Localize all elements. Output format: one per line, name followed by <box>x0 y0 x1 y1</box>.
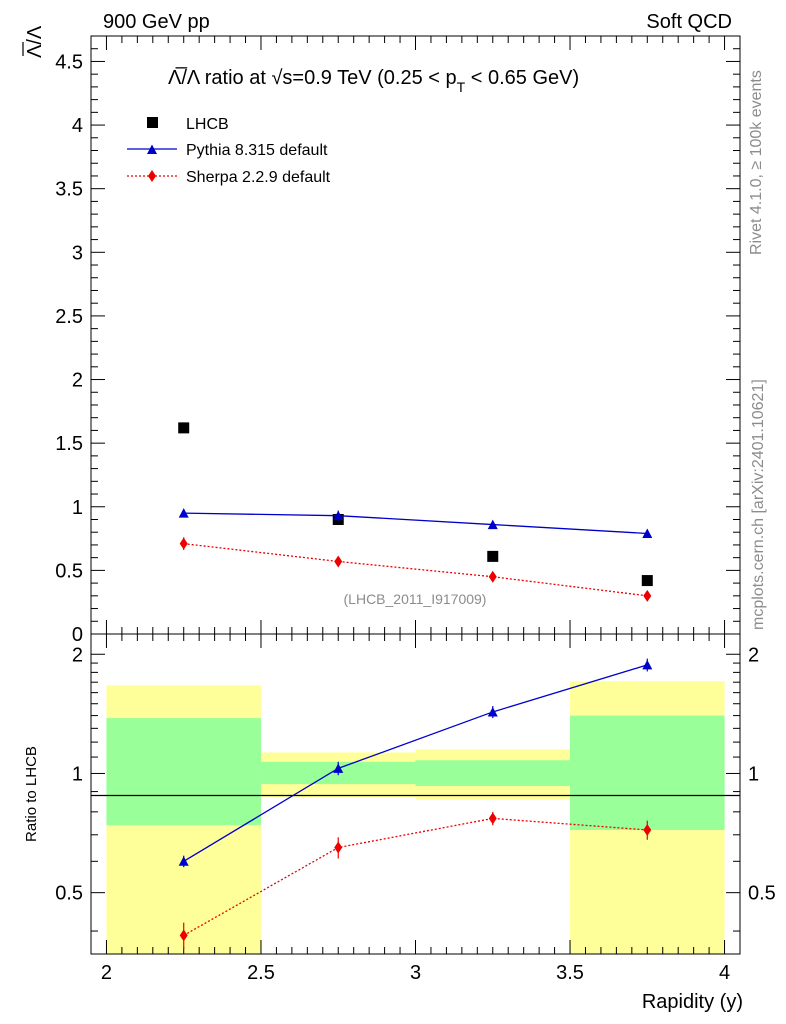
band-inner <box>415 760 571 786</box>
ratio-pythia-point <box>487 706 498 717</box>
ratio-sherpa-point <box>179 929 188 942</box>
title-sub: T <box>457 79 466 95</box>
main-ytick-label: 0 <box>72 624 83 646</box>
ratio-frame <box>90 633 741 955</box>
legend-label-lhcb: LHCB <box>186 116 229 133</box>
ylabel-num: Λ <box>24 44 46 58</box>
ratio-series <box>178 658 653 950</box>
ratio-ytick-label: 2 <box>72 644 83 666</box>
legend-label-sherpa: Sherpa 2.2.9 default <box>186 169 331 186</box>
ratio-pythia-line <box>183 664 648 862</box>
ratio-ticks: 2 2.5 3 3.5 4 0.5 0.5 1 1 2 2 <box>55 634 776 984</box>
main-sherpa-point <box>488 570 497 583</box>
xtick-label: 2.5 <box>247 962 275 984</box>
title-sqrt: √ <box>271 67 282 89</box>
header-right: Soft QCD <box>646 11 732 33</box>
main-pythia-point <box>333 510 344 521</box>
band-inner <box>106 718 261 826</box>
ratio-ytick-label-right: 2 <box>748 644 759 666</box>
ratio-sherpa-line <box>183 817 648 936</box>
title-energy: s=0.9 TeV (0.25 < p <box>282 67 456 89</box>
xtick-label: 2 <box>101 962 112 984</box>
ratio-pythia-point <box>642 659 653 670</box>
main-pythia-point <box>642 528 653 538</box>
ratio-ytick-label-right: 1 <box>748 763 759 785</box>
xaxis-label: Rapidity (y) <box>642 991 743 1013</box>
legend-marker-pythia <box>147 144 157 154</box>
ratio-sherpa-point <box>488 812 497 825</box>
main-data-point <box>178 422 190 434</box>
ratio-bands <box>106 681 725 954</box>
ratio-panel: 2 2.5 3 3.5 4 0.5 0.5 1 1 2 2 Ratio to LHCB Rapidi… <box>23 633 776 1013</box>
ylabel-text: Λ/Λ <box>24 25 46 58</box>
legend-marker-lhcb <box>147 117 158 128</box>
legend: LHCB Pythia 8.315 default Sherpa 2.2.9 d… <box>127 116 331 186</box>
xtick-label: 4 <box>719 962 730 984</box>
main-ytick-label: 2.5 <box>55 306 83 328</box>
main-ytick-label: 4 <box>72 115 83 137</box>
ratio-ytick-label-right: 0.5 <box>748 883 776 905</box>
title-tail: < 0.65 GeV) <box>465 67 579 89</box>
main-ytick-label: 2 <box>72 370 83 392</box>
rivet-label: Rivet 4.1.0, ≥ 100k events <box>748 70 765 255</box>
ratio-pythia-point <box>178 856 189 866</box>
ratio-sherpa-point <box>643 823 652 836</box>
main-ytick-label: 4.5 <box>55 51 83 73</box>
main-title: Λ̅/Λ ratio at √s=0.9 TeV (0.25 < pT < 0.… <box>168 66 579 95</box>
main-series <box>178 422 653 602</box>
mcplots-label: mcplots.cern.ch [arXiv:2401.10621] <box>750 379 767 630</box>
main-ytick-label: 3 <box>72 242 83 264</box>
main-panel: 0 0.5 1 1.5 2 2.5 3 3.5 4 4.5 Λ̅/Λ ratio at √s=0.… <box>22 25 741 646</box>
ratio-ylabel: Ratio to LHCB <box>23 746 40 842</box>
main-ytick-label: 3.5 <box>55 179 83 201</box>
analysis-watermark: (LHCB_2011_I917009) <box>344 591 487 607</box>
main-data-point <box>641 575 653 587</box>
main-ticks: 0 0.5 1 1.5 2 2.5 3 3.5 4 4.5 <box>55 35 740 646</box>
band-inner <box>570 715 725 830</box>
main-sherpa-line <box>183 543 648 597</box>
xtick-label: 3.5 <box>556 962 584 984</box>
xtick-label: 3 <box>410 962 421 984</box>
main-sherpa-point <box>179 537 188 550</box>
main-ytick-label: 0.5 <box>55 560 83 582</box>
ylabel-den: Λ <box>24 25 46 39</box>
ratio-ytick-label: 1 <box>72 763 83 785</box>
legend-label-pythia: Pythia 8.315 default <box>186 142 328 159</box>
ratio-ytick-label: 0.5 <box>55 883 83 905</box>
title-obs: Λ̅/Λ <box>168 66 201 89</box>
header-left: 900 GeV pp <box>103 11 210 33</box>
main-ylabel: Λ/Λ <box>22 25 46 58</box>
main-pythia-point <box>178 508 189 518</box>
title-ratio-at: ratio at <box>199 67 271 89</box>
ratio-pythia-point <box>333 763 344 773</box>
main-ytick-label: 1 <box>72 497 83 519</box>
ratio-sherpa-point <box>334 841 343 854</box>
main-sherpa-point <box>334 555 343 568</box>
main-sherpa-point <box>643 589 652 602</box>
legend-marker-sherpa <box>148 170 156 182</box>
main-data-point <box>487 550 499 562</box>
main-ytick-label: 1.5 <box>55 433 83 455</box>
main-pythia-line <box>183 512 648 535</box>
ylabel-slash: / <box>24 39 46 45</box>
main-pythia-point <box>487 519 498 530</box>
